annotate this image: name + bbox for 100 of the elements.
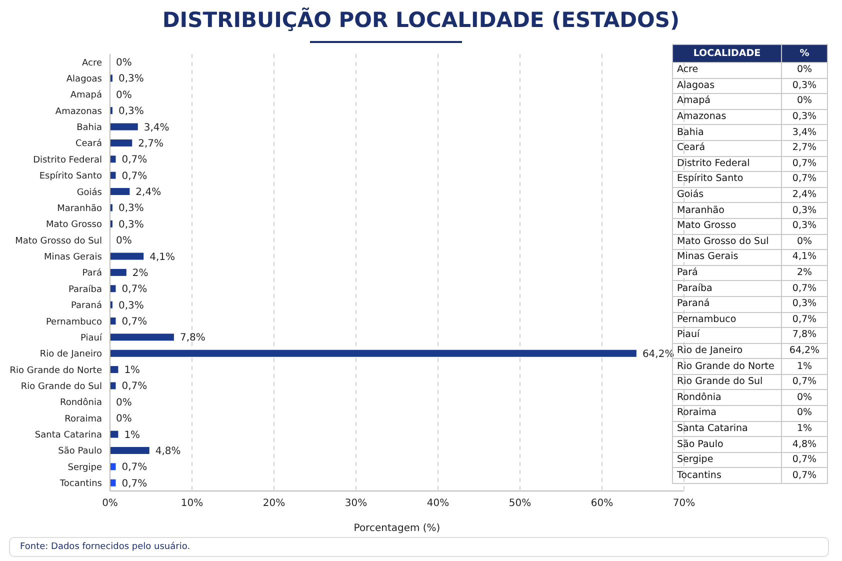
category-label: Alagoas xyxy=(677,80,715,91)
bar xyxy=(110,446,150,454)
text: 0,7% xyxy=(792,454,817,466)
bar xyxy=(110,268,126,276)
x-tick-label: 20% xyxy=(262,498,286,510)
category-label: Mato Grosso xyxy=(677,220,736,232)
category-label: Bahia xyxy=(677,126,704,138)
category-label: Rio Grande do Norte xyxy=(677,360,774,372)
text: 0,7% xyxy=(792,173,817,184)
text: 0% xyxy=(796,407,812,418)
x-tick-label: 40% xyxy=(426,498,450,510)
y-tick-label: Amazonas xyxy=(55,106,102,117)
text: 0,3% xyxy=(792,298,817,310)
data-label: 0% xyxy=(116,90,132,101)
y-tick-label: Rio Grande do Norte xyxy=(10,366,102,376)
category-label: Rondônia xyxy=(677,392,722,403)
text: 0,7% xyxy=(792,470,817,481)
bar xyxy=(110,123,138,130)
bar xyxy=(110,188,130,196)
text: 0% xyxy=(796,64,812,76)
y-tick-label: Tocantins xyxy=(58,479,102,490)
text: 2,4% xyxy=(792,189,817,200)
data-label: 0,7% xyxy=(122,316,148,328)
text: 64,2% xyxy=(789,344,820,356)
category-label: Minas Gerais xyxy=(677,251,738,262)
text: 1% xyxy=(796,422,812,434)
text: 1% xyxy=(796,360,812,372)
category-label: Pernambuco xyxy=(677,314,736,325)
y-tick-label: Paraná xyxy=(71,300,102,312)
y-tick-label: Espírito Santo xyxy=(39,170,102,182)
x-tick-label: 10% xyxy=(180,498,204,510)
y-tick-label: Alagoas xyxy=(66,74,102,84)
category-label: Espírito Santo xyxy=(677,173,744,184)
text: 2,7% xyxy=(792,142,817,154)
text: 4,8% xyxy=(792,438,817,450)
data-label: 2,4% xyxy=(136,187,162,198)
category-label: Paraná xyxy=(677,298,710,310)
data-label: 0,7% xyxy=(122,462,148,474)
y-tick-label: Piauí xyxy=(80,332,102,344)
y-tick-label: Roraima xyxy=(64,414,102,424)
bar xyxy=(110,252,144,260)
category-label: Ceará xyxy=(677,142,706,154)
text: 4,1% xyxy=(792,251,817,262)
category-label: Piauí xyxy=(677,329,700,340)
category-label: Amapá xyxy=(677,95,710,106)
data-label: 2,7% xyxy=(138,138,164,150)
category-label: Goiás xyxy=(677,189,704,200)
text: 0,3% xyxy=(792,204,817,216)
x-tick-label: 70% xyxy=(672,498,696,510)
text: 0% xyxy=(796,392,812,403)
category-label: Amazonas xyxy=(677,111,726,122)
y-tick-label: Ceará xyxy=(75,138,102,150)
y-tick-label: Minas Gerais xyxy=(44,252,102,263)
x-tick-label: 60% xyxy=(590,498,614,510)
category-label: Distrito Federal xyxy=(677,158,750,169)
data-label: 0% xyxy=(116,414,132,425)
category-label: Roraima xyxy=(677,407,716,418)
text: 0% xyxy=(796,236,812,247)
y-tick-label: Pernambuco xyxy=(46,317,102,328)
data-label: 4,8% xyxy=(155,446,181,457)
text: 0% xyxy=(796,95,812,106)
data-label: 0,7% xyxy=(122,154,148,166)
text: 0,7% xyxy=(792,376,817,388)
data-label: 0,3% xyxy=(118,106,144,118)
category-label: Tocantins xyxy=(677,470,722,481)
category-label: Sergipe xyxy=(677,454,714,466)
chart-title: DISTRIBUIÇÃO POR LOCALIDADE (ESTADOS) xyxy=(161,8,681,32)
category-label: Rio de Janeiro xyxy=(677,344,743,356)
text: 0,3% xyxy=(792,80,817,91)
category-label: Paraíba xyxy=(677,282,712,294)
y-tick-label: Mato Grosso xyxy=(46,220,102,230)
data-label: 64,2% xyxy=(642,348,674,360)
data-label: 0,3% xyxy=(118,203,144,214)
x-tick-label: 30% xyxy=(344,498,368,510)
data-label: 1% xyxy=(124,430,140,441)
y-tick-label: Santa Catarina xyxy=(34,430,102,441)
data-label: 7,8% xyxy=(180,332,206,344)
text: 0,7% xyxy=(792,158,817,169)
data-label: 0,7% xyxy=(122,478,148,490)
y-tick-label: Sergipe xyxy=(68,462,102,473)
x-axis-title: Porcentagem (%) xyxy=(354,523,440,534)
y-tick-label: São Paulo xyxy=(58,446,102,457)
bar xyxy=(110,334,174,341)
y-tick-label: Maranhão xyxy=(57,204,102,214)
category-label: São Paulo xyxy=(677,438,724,450)
y-tick-label: Rio Grande do Sul xyxy=(20,382,102,392)
data-label: 0,3% xyxy=(118,219,144,230)
data-label: 0,3% xyxy=(118,300,144,312)
data-label: 2% xyxy=(132,268,148,279)
y-tick-label: Goiás xyxy=(76,186,102,198)
text: 2% xyxy=(796,267,812,278)
x-tick-label: 0% xyxy=(102,498,118,510)
category-label: Acre xyxy=(677,64,698,76)
data-label: 1% xyxy=(124,365,140,376)
x-tick-label: 50% xyxy=(508,498,532,510)
text: 0,3% xyxy=(792,111,817,122)
y-tick-label: Mato Grosso do Sul xyxy=(15,236,102,246)
text: 0,7% xyxy=(792,314,817,325)
y-tick-label: Rio de Janeiro xyxy=(40,350,102,360)
data-label: 0,3% xyxy=(118,74,144,85)
